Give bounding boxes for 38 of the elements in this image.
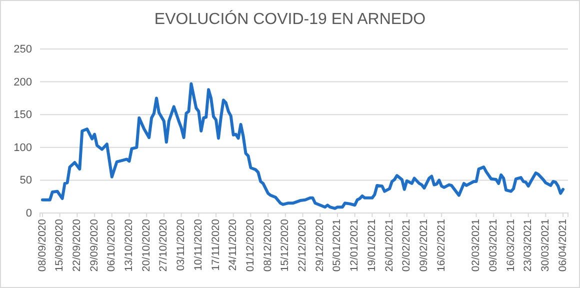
x-tick-label: 08/12/2020 xyxy=(262,218,274,272)
y-tick-label: 100 xyxy=(14,142,32,154)
x-tick-label: 16/03/2021 xyxy=(504,218,517,272)
x-tick-label: 09/03/2021 xyxy=(487,218,500,272)
x-tick-label: 06/04/2021 xyxy=(556,218,569,272)
x-tick-label: 15/12/2020 xyxy=(279,218,292,272)
y-tick-label: 0 xyxy=(26,208,32,220)
x-tick-label: 27/10/2020 xyxy=(158,218,170,272)
x-tick-label: 17/11/2020 xyxy=(210,218,222,271)
x-tick-label: 26/01/2021 xyxy=(383,218,396,272)
y-tick-label: 50 xyxy=(20,174,32,187)
y-tick-label: 250 xyxy=(14,44,32,56)
x-tick-label: 03/11/2020 xyxy=(175,218,188,271)
chart-title: EVOLUCIÓN COVID-19 EN ARNEDO xyxy=(154,10,426,28)
line-series xyxy=(40,82,565,210)
x-tick-label: 06/10/2020 xyxy=(106,218,118,272)
x-tick-label: 08/09/2020 xyxy=(36,218,48,272)
x-tick-label: 10/11/2020 xyxy=(192,218,204,271)
x-tick-label: 19/01/2021 xyxy=(366,218,378,272)
x-tick-label: 05/01/2021 xyxy=(331,218,344,272)
x-tick-label: 29/12/2020 xyxy=(314,218,326,272)
x-tick-label: 01/12/2020 xyxy=(244,218,256,272)
x-tick-label: 12/01/2021 xyxy=(348,218,361,272)
x-tick-label: 22/12/2020 xyxy=(296,218,309,272)
x-tick-label: 02/03/2021 xyxy=(470,218,482,272)
x-tick-label: 29/09/2020 xyxy=(88,218,100,272)
y-tick-label: 150 xyxy=(14,109,32,122)
x-tick-label: 16/02/2021 xyxy=(435,218,448,272)
x-tick-label: 15/09/2020 xyxy=(54,218,66,272)
x-tick-label: 02/02/2021 xyxy=(400,218,413,272)
x-tick-label: 13/10/2020 xyxy=(123,218,136,272)
x-tick-label: 09/02/2021 xyxy=(418,218,430,272)
x-tick-label: 22/09/2020 xyxy=(70,218,83,272)
x-tick-label: 20/10/2020 xyxy=(140,218,152,272)
x-tick-label: 24/11/2020 xyxy=(227,218,240,271)
y-tick-label: 200 xyxy=(14,76,32,88)
x-tick-label: 23/03/2021 xyxy=(522,218,534,272)
x-tick-label: 30/03/2021 xyxy=(539,218,552,272)
